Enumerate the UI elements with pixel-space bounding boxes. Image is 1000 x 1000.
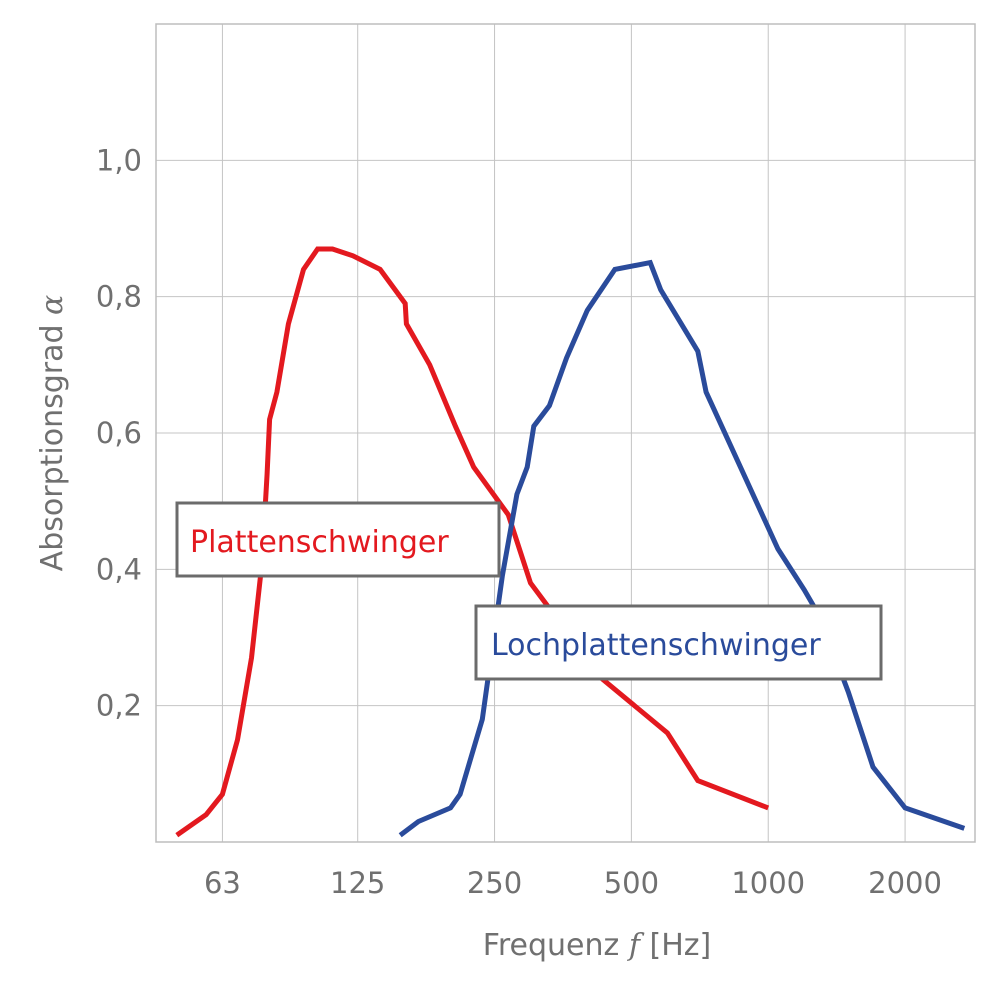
x-tick-label: 1000: [731, 866, 805, 900]
x-axis-unit: [Hz]: [649, 928, 711, 963]
plot-frame: [155, 23, 976, 843]
y-tick-label: 1,0: [96, 143, 142, 177]
grid: [156, 24, 975, 842]
y-axis-title-text: Absorptionsgrad: [35, 324, 70, 571]
legend-plattenschwinger: Plattenschwinger: [175, 501, 501, 578]
legend-label-lochplattenschwinger: Lochplattenschwinger: [491, 628, 821, 663]
x-axis-title: Frequenz f [Hz]: [483, 928, 711, 963]
series-line-plattenschwinger: [175, 246, 770, 838]
y-axis-title: Absorptionsgrad α: [35, 295, 70, 572]
y-tick-label: 0,8: [96, 280, 142, 314]
x-axis-ticks: 63 125 250 500 1000 2000: [204, 866, 942, 900]
x-tick-label: 250: [467, 866, 522, 900]
y-tick-label: 0,2: [96, 689, 142, 723]
y-axis-ticks: 0,2 0,4 0,6 0,8 1,0: [96, 143, 142, 722]
y-tick-label: 0,6: [96, 416, 142, 450]
x-tick-label: 500: [604, 866, 659, 900]
legend-label-plattenschwinger: Plattenschwinger: [190, 525, 449, 560]
x-tick-label: 2000: [868, 866, 942, 900]
x-tick-label: 63: [204, 866, 241, 900]
y-axis-symbol: α: [35, 295, 70, 315]
y-tick-label: 0,4: [96, 552, 142, 586]
x-axis-title-text: Frequenz: [483, 928, 619, 963]
legend-lochplattenschwinger: Lochplattenschwinger: [474, 604, 883, 681]
x-tick-label: 125: [330, 866, 385, 900]
